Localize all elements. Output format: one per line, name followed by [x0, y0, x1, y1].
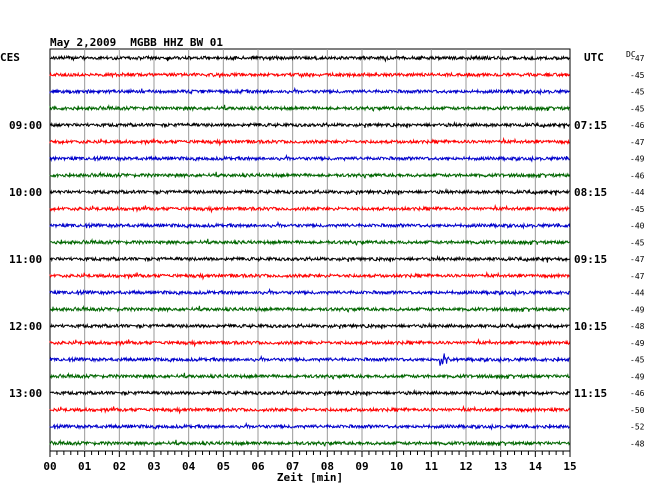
chart-title: May 2,2009 MGBB HHZ BW 01 — [50, 36, 223, 49]
dc-label: DC — [626, 50, 636, 59]
x-tick-label-00: 00 — [43, 460, 56, 473]
trace-11 — [49, 237, 570, 246]
trace-4 — [49, 120, 570, 129]
dc-offset-label-13: -47 — [630, 272, 645, 281]
x-tick-label-07: 07 — [286, 460, 299, 473]
x-tick-label-06: 06 — [251, 460, 265, 473]
right-time-labels: 07:15 08:15 09:15 10:15 11:15 — [574, 119, 607, 400]
x-tick-label-10: 10 — [390, 460, 403, 473]
x-tick-label-08: 08 — [321, 460, 334, 473]
x-axis: 00 01 02 03 04 05 06 07 08 09 10 11 12 13 14 15 — [43, 451, 577, 473]
dc-offset-label-10: -40 — [630, 222, 645, 231]
title-date: May 2,2009 — [50, 36, 116, 49]
dc-offset-label-20: -46 — [630, 389, 645, 398]
x-tick-label-13: 13 — [494, 460, 507, 473]
dc-offset-label-21: -50 — [630, 406, 645, 415]
right-timezone-label: UTC — [584, 51, 604, 64]
dc-offset-label-8: -44 — [630, 188, 645, 197]
trace-18 — [49, 353, 570, 366]
trace-7 — [49, 170, 571, 179]
trace-2 — [49, 86, 570, 96]
x-tick-label-14: 14 — [529, 460, 543, 473]
trace-6 — [49, 153, 570, 163]
trace-20 — [49, 388, 571, 397]
dc-offset-labels: -47 -45 -45 -45 -46 -47 -49 -46 -44 -45 -40 -45 -47 -… — [630, 54, 645, 448]
dc-offset-label-9: -45 — [630, 205, 645, 214]
trace-9 — [49, 203, 570, 214]
trace-8 — [49, 187, 570, 196]
trace-13 — [49, 270, 570, 281]
trace-3 — [49, 103, 570, 112]
x-tick-label-01: 01 — [78, 460, 92, 473]
trace-12 — [49, 254, 570, 263]
left-hour-label-3: 12:00 — [9, 320, 42, 333]
trace-14 — [49, 287, 570, 297]
dc-offset-label-16: -48 — [630, 322, 645, 331]
x-tick-label-05: 05 — [217, 460, 230, 473]
dc-offset-label-19: -49 — [630, 372, 645, 381]
trace-0 — [49, 54, 570, 63]
dc-offset-label-2: -45 — [630, 88, 645, 97]
dc-offset-label-14: -44 — [630, 289, 645, 298]
trace-16 — [49, 321, 570, 330]
grid-lines — [84, 49, 536, 451]
right-time-label-0: 07:15 — [574, 119, 607, 132]
dc-offset-label-6: -49 — [630, 155, 645, 164]
seismic-traces — [49, 54, 571, 447]
trace-15 — [49, 304, 570, 313]
left-timezone-label: CES — [0, 51, 20, 64]
right-time-label-2: 09:15 — [574, 253, 607, 266]
left-hour-label-0: 09:00 — [9, 119, 42, 132]
right-time-label-1: 08:15 — [574, 186, 607, 199]
trace-5 — [49, 136, 570, 147]
dc-offset-label-0: -47 — [630, 54, 645, 63]
x-tick-label-02: 02 — [113, 460, 126, 473]
left-hour-label-4: 13:00 — [9, 387, 42, 400]
dc-offset-label-15: -49 — [630, 305, 645, 314]
dc-offset-label-1: -45 — [630, 71, 645, 80]
trace-19 — [49, 371, 570, 380]
x-axis-title: Zeit [min] — [277, 471, 343, 484]
x-tick-label-09: 09 — [355, 460, 368, 473]
trace-1 — [49, 71, 571, 79]
title-station: MGBB HHZ BW 01 — [130, 36, 223, 49]
dc-offset-label-17: -49 — [630, 339, 645, 348]
dc-offset-label-5: -47 — [630, 138, 645, 147]
dc-offset-label-18: -45 — [630, 356, 645, 365]
left-hour-labels: 09:00 10:00 11:00 12:00 13:00 — [9, 119, 42, 400]
x-tick-label-04: 04 — [182, 460, 196, 473]
left-hour-label-1: 10:00 — [9, 186, 42, 199]
trace-23 — [49, 438, 571, 447]
right-time-label-4: 11:15 — [574, 387, 607, 400]
trace-21 — [49, 404, 571, 415]
dc-offset-label-12: -47 — [630, 255, 645, 264]
left-hour-label-2: 11:00 — [9, 253, 42, 266]
dc-offset-label-22: -52 — [630, 423, 645, 432]
x-tick-label-03: 03 — [147, 460, 160, 473]
dc-offset-label-11: -45 — [630, 238, 645, 247]
dc-offset-label-7: -46 — [630, 171, 645, 180]
x-tick-label-15: 15 — [563, 460, 576, 473]
dc-offset-label-3: -45 — [630, 104, 645, 113]
trace-22 — [49, 421, 570, 431]
trace-17 — [49, 337, 571, 348]
dc-offset-label-23: -48 — [630, 439, 645, 448]
x-tick-label-12: 12 — [459, 460, 472, 473]
plot-frame — [49, 48, 571, 452]
dc-offset-label-4: -46 — [630, 121, 645, 130]
trace-10 — [49, 220, 571, 230]
right-time-label-3: 10:15 — [574, 320, 607, 333]
x-tick-label-11: 11 — [425, 460, 439, 473]
